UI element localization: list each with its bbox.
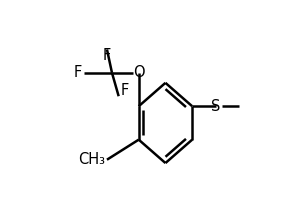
Text: F: F [103, 48, 111, 63]
Text: S: S [211, 99, 220, 114]
Text: CH₃: CH₃ [78, 152, 105, 167]
Text: F: F [74, 65, 82, 80]
Text: O: O [133, 65, 145, 80]
Text: F: F [120, 83, 129, 98]
